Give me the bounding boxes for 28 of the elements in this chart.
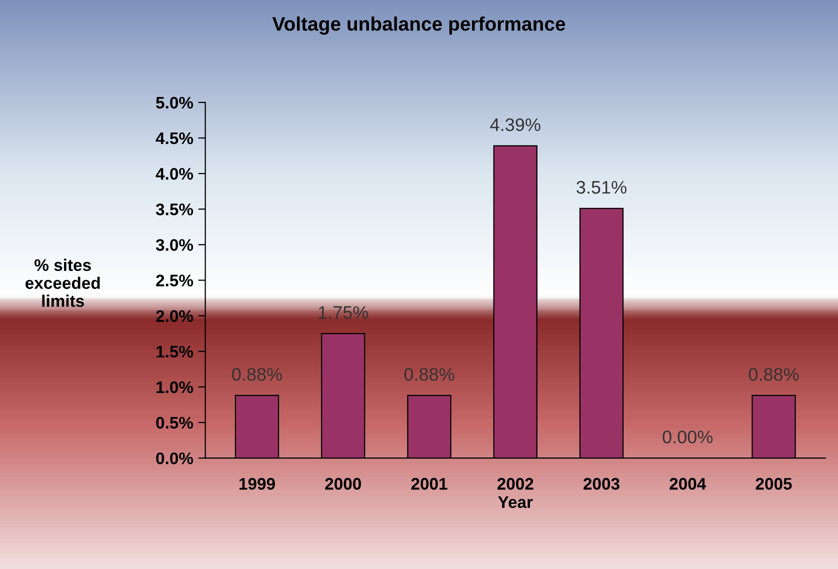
x-tick-label: 2000 [325, 478, 361, 490]
y-tick-label: 3.5% [156, 204, 194, 216]
y-tick-label: 5.0% [156, 96, 194, 109]
x-tick-label: 2002 [497, 478, 534, 490]
data-label: 0.00% [662, 430, 713, 444]
y-tick-label: 4.0% [156, 168, 194, 180]
y-tick-label: 4.5% [156, 132, 194, 144]
x-axis-title: Year [498, 496, 533, 508]
x-tick-label: 2005 [756, 478, 792, 490]
y-tick-label: 1.0% [156, 381, 194, 394]
x-tick-label: 2001 [411, 478, 448, 490]
x-tick-label: 2003 [584, 478, 620, 490]
y-tick-label: 0.5% [156, 416, 194, 429]
chart-title: Voltage unbalance performance [272, 16, 566, 35]
data-label: 0.88% [232, 368, 282, 381]
y-tick-label: 1.5% [156, 346, 194, 358]
y-tick-label: 2.0% [156, 310, 194, 322]
y-tick-label: 3.0% [156, 239, 194, 251]
y-axis-title: % sites exceeded limits [26, 258, 100, 307]
x-tick-label: 2004 [670, 478, 706, 490]
data-label: 0.88% [748, 368, 799, 381]
y-tick-label: 2.5% [156, 274, 194, 286]
data-label: 3.51% [576, 180, 626, 194]
data-label: 4.39% [490, 118, 540, 132]
x-tick-label: 1999 [240, 478, 275, 490]
data-label: 1.75% [318, 306, 368, 319]
y-tick-label: 0.0% [156, 452, 194, 464]
data-label: 0.88% [404, 368, 454, 381]
